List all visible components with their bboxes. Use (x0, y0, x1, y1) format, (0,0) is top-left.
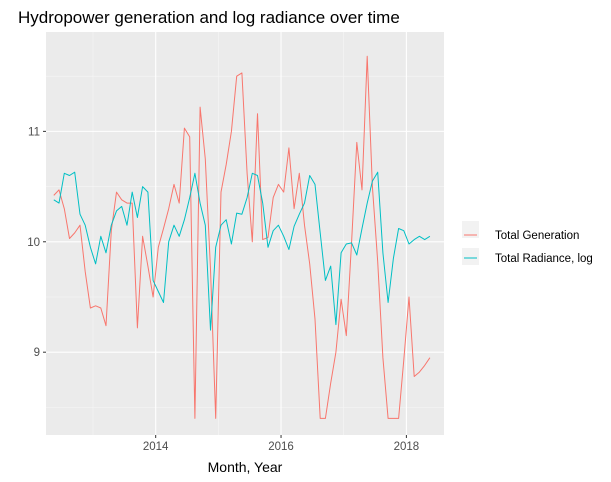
chart-title: Hydropower generation and log radiance o… (18, 8, 400, 27)
tick-labels: 9 10 11 2014 2016 2018 (27, 126, 419, 453)
legend-key-bg-radiance (462, 248, 479, 265)
series-line-total-radiance-log (53, 171, 431, 331)
y-tick-label: 9 (34, 347, 40, 359)
legend-label-total-radiance-log: Total Radiance, log (495, 253, 593, 265)
legend-label-total-generation: Total Generation (495, 230, 579, 242)
y-tick-label: 10 (27, 237, 40, 249)
series-line-total-generation (53, 55, 431, 419)
x-tick-label: 2016 (268, 441, 294, 453)
x-tick-label: 2014 (143, 441, 169, 453)
series-group (53, 55, 431, 419)
x-axis-title: Month, Year (208, 459, 283, 475)
x-tick-label: 2018 (394, 441, 420, 453)
legend-key-bg-generation (462, 221, 479, 238)
plot-panel (46, 32, 444, 435)
y-tick-label: 11 (28, 126, 40, 138)
legend: Total Generation Total Radiance, log (462, 221, 593, 265)
